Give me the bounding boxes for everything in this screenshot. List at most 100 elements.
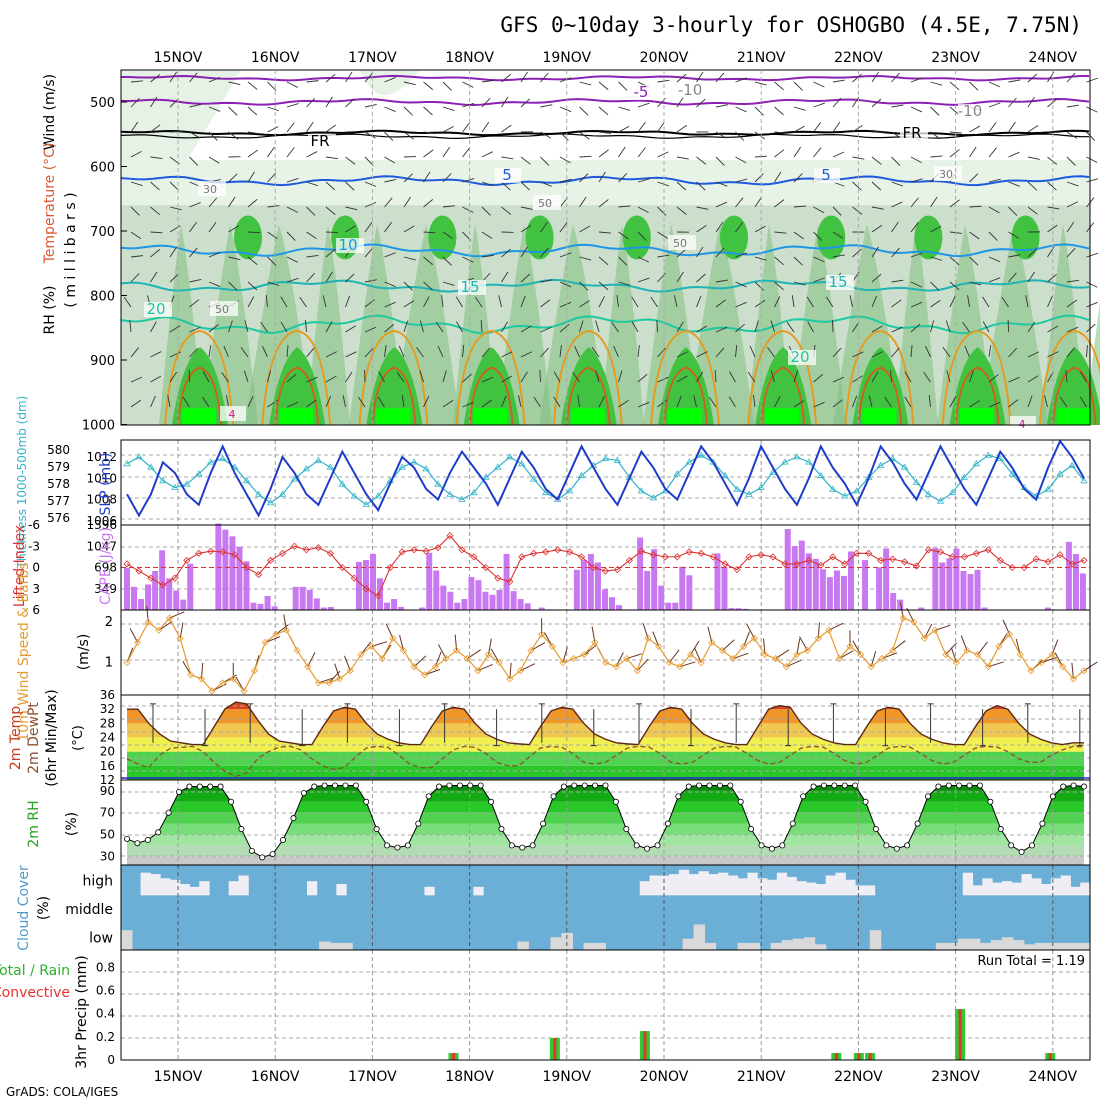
rh-marker — [321, 782, 328, 789]
upper-wind-barb — [852, 156, 865, 160]
upper-wind-barb — [247, 81, 258, 90]
li-marker — [386, 563, 394, 572]
upper-wind-barb — [1066, 156, 1076, 166]
thickness-tick-label: 579 — [47, 460, 70, 474]
wind-marker — [357, 650, 365, 659]
t2m-color-band — [127, 751, 1084, 766]
li-marker — [518, 553, 526, 561]
upper-wind-barb — [247, 281, 258, 291]
upper-wind-barb — [715, 247, 725, 258]
high-cloud-bar — [639, 881, 651, 896]
cape-bar — [222, 529, 229, 610]
upper-wind-barb — [832, 254, 845, 258]
cape-bar — [616, 605, 623, 610]
wind-marker — [793, 650, 801, 659]
upper-wind-barb — [403, 300, 415, 308]
upper-wind-barb — [325, 248, 336, 258]
upper-wind-barb — [988, 345, 992, 358]
cape-bar — [742, 608, 749, 610]
upper-wind-barb — [226, 395, 229, 408]
upper-wind-barb — [715, 72, 725, 83]
rh-marker — [737, 798, 744, 805]
rh-marker — [1049, 793, 1056, 800]
upper-wind-barb — [715, 104, 728, 108]
cape-bar — [791, 546, 798, 610]
wind-marker — [878, 655, 886, 663]
cape-bar — [728, 608, 735, 610]
li-marker — [1020, 563, 1028, 572]
cape-bar — [580, 560, 587, 610]
li-marker — [554, 546, 562, 554]
upper-wind-barb — [572, 371, 580, 383]
upper-wind-barb — [305, 320, 307, 333]
wind-barb — [746, 624, 755, 639]
upper-wind-barb — [598, 131, 611, 134]
low-cloud-bar — [517, 941, 529, 950]
high-cloud-bar — [649, 875, 660, 896]
upper-wind-barb — [480, 319, 483, 333]
credit-label: GrADS: COLA/IGES — [6, 1085, 118, 1099]
cape-bar — [145, 584, 152, 610]
li-marker — [601, 567, 610, 575]
wind-marker — [144, 618, 152, 626]
upper-wind-barb — [754, 225, 766, 233]
upper-wind-barb — [345, 295, 351, 308]
thickness-line — [126, 454, 1085, 506]
cape-bar — [250, 602, 257, 610]
upper-wind-barb — [150, 249, 161, 258]
upper-wind-barb — [345, 351, 357, 358]
upper-wind-barb — [208, 221, 217, 233]
upper-wind-barb — [437, 345, 444, 358]
rh-marker — [779, 842, 786, 849]
rh-marker — [519, 844, 526, 851]
cape-bar — [187, 563, 194, 610]
top-date-label: 21NOV — [737, 50, 786, 66]
cape-bar — [601, 589, 608, 610]
rh-plume — [306, 224, 350, 425]
low-cloud-bar — [1023, 944, 1036, 950]
bottom-date-label: 21NOV — [737, 1069, 786, 1085]
thickness-tick-label: 576 — [47, 511, 70, 525]
rh-marker — [1008, 842, 1015, 849]
upper-wind-barb — [793, 125, 805, 133]
cape-bar — [166, 578, 173, 610]
upper-wind-barb — [832, 151, 845, 158]
upper-wind-barb — [559, 156, 571, 164]
upper-wind-barb — [598, 256, 609, 266]
cloud-units-label: (%) — [36, 896, 52, 920]
upper-wind-barb — [715, 181, 728, 187]
upper-wind-barb — [774, 199, 785, 208]
upper-wind-barb — [637, 401, 650, 408]
upper-wind-barb — [930, 281, 940, 291]
upper-wind-barb — [130, 151, 142, 158]
upper-wind-barb — [1079, 371, 1087, 383]
upper-wind-barb — [754, 131, 766, 140]
rh-light-area — [121, 70, 241, 210]
upper-wind-barb — [770, 320, 775, 333]
high-cloud-bar — [238, 875, 249, 896]
rh-marker — [488, 798, 495, 805]
upper-wind-barb — [774, 81, 784, 91]
rh-marker — [228, 798, 235, 805]
upper-wind-barb — [384, 252, 396, 258]
li-marker — [1056, 551, 1064, 559]
low-cloud-bar — [583, 942, 595, 950]
upper-wind-barb — [423, 171, 431, 183]
upper-wind-barb — [1008, 79, 1021, 83]
upper-wind-barb — [1047, 156, 1058, 165]
cape-tick-label: 698 — [94, 561, 117, 575]
isotherm-25c — [552, 329, 623, 426]
rh-low-core — [658, 347, 714, 425]
upper-wind-barb — [676, 181, 687, 191]
rh-marker — [1028, 842, 1035, 849]
rh-color-band — [127, 812, 1084, 824]
upper-wind-barb — [696, 351, 708, 358]
wind-marker — [697, 659, 705, 667]
upper-wind-barb — [150, 231, 163, 234]
thickness-marker — [171, 483, 179, 490]
cape-bar — [384, 602, 391, 610]
upper-wind-barb — [1008, 399, 1019, 408]
cape-bar — [1044, 607, 1051, 610]
t2m-temp-label: 2m Temp — [8, 706, 24, 770]
upper-wind-barb — [852, 375, 864, 383]
